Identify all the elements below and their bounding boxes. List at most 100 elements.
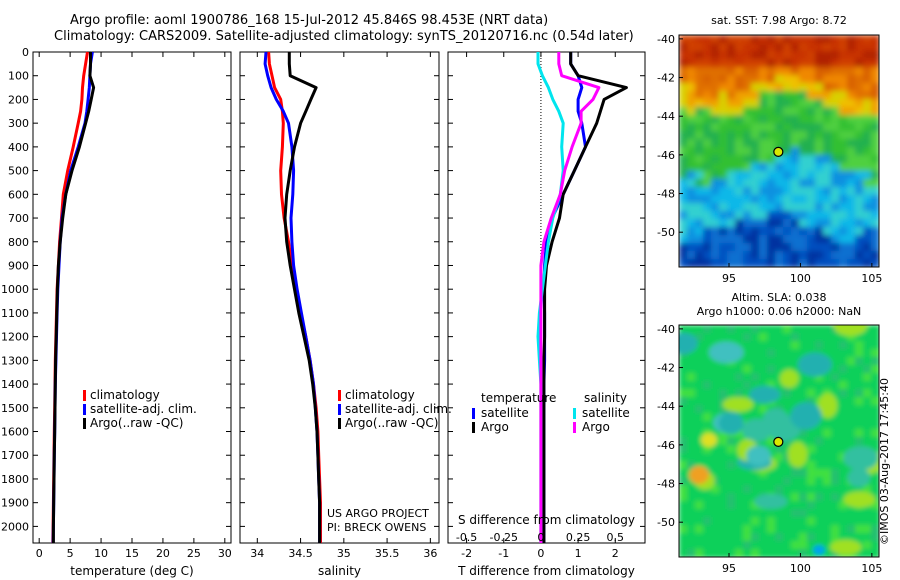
legend-swatch	[472, 422, 475, 433]
salinity-series-3	[283, 52, 322, 543]
y-tick-label: -42	[657, 72, 675, 85]
legend-label: satellite-adj. clim.	[90, 402, 197, 416]
profile-panel-3: -2 -1 0 1 2 -0.5 -0.25 0 0.25 0.5 S difference fro…	[447, 51, 646, 578]
argo-position-marker	[773, 436, 784, 447]
y-tick-label: 1400	[1, 378, 29, 391]
y-tick-label: 1500	[1, 402, 29, 415]
y-tick-label: -50	[657, 226, 675, 239]
x-tick-label: 15	[125, 547, 139, 560]
x-tick-label: 0	[537, 547, 544, 560]
sla-field-blur	[679, 325, 879, 557]
y-tick-label: 500	[8, 165, 29, 178]
legend-label: climatology	[345, 388, 415, 402]
top-axis-label: S difference from climatology	[458, 513, 635, 527]
y-tick-label: 900	[8, 259, 29, 272]
x-tick-label: 34.5	[288, 547, 313, 560]
y-tick-label: 1800	[1, 473, 29, 486]
legend-swatch	[573, 408, 576, 419]
x-tick-label: 105	[861, 272, 882, 285]
salinity-tick-label: 0.25	[566, 531, 591, 544]
figure-title-line-1: Argo profile: aoml 1900786_168 15-Jul-20…	[70, 13, 549, 28]
y-tick-label: -48	[657, 478, 675, 491]
x-tick-label: 25	[187, 547, 201, 560]
x-axis-label: salinity	[318, 564, 361, 578]
y-tick-label: 1000	[1, 283, 29, 296]
x-tick-label: 20	[156, 547, 170, 560]
difference-series-salinity-4	[539, 52, 601, 543]
y-tick-label: 600	[8, 188, 29, 201]
legend-swatch	[573, 422, 576, 433]
legend-swatch	[472, 408, 475, 419]
legend-label: Argo	[481, 420, 509, 434]
x-tick-label: -1	[498, 547, 509, 560]
x-tick-label: 100	[790, 562, 811, 575]
y-tick-label: -44	[657, 110, 675, 123]
sst-field-blur	[679, 35, 879, 267]
legend-title: temperature	[481, 391, 556, 405]
salinity-tick-label: 0	[537, 531, 544, 544]
argo-position-marker	[773, 146, 784, 157]
y-tick-label: 1600	[1, 426, 29, 439]
imos-stamp: ©IMOS 03-Aug-2017 17:45:40	[878, 378, 891, 545]
sla-map-title-line: Argo h1000: 0.06 h2000: NaN	[697, 305, 862, 318]
sst-map-title: sat. SST: 7.98 Argo: 8.72	[711, 14, 847, 27]
legend-label: satellite-adj. clim.	[345, 402, 452, 416]
x-tick-label: 30	[218, 547, 232, 560]
sla-map: 95 100 105 -40 -42 -44 -46 -48 -50 Altim. SLA: 0.…	[657, 291, 882, 575]
y-tick-label: 0	[22, 46, 29, 59]
y-tick-label: 200	[8, 93, 29, 106]
x-tick-label: 0	[36, 547, 43, 560]
sst-field	[679, 35, 879, 267]
sst-map: 95 100 105 -40 -42 -44 -46 -48 -50 sat. SST: 7.98…	[657, 14, 882, 285]
map-frame	[678, 324, 880, 558]
y-tick-label: -44	[657, 400, 675, 413]
profile-panel-1: 0 5 10 15 20 25 300100200300400500600700800900…	[1, 46, 232, 578]
x-tick-label: 34	[250, 547, 264, 560]
x-tick-label: 36	[423, 547, 437, 560]
y-tick-label: -40	[657, 323, 675, 336]
salinity-series-2	[263, 51, 322, 543]
legend-label: climatology	[90, 388, 160, 402]
credits-project: US ARGO PROJECT	[327, 507, 429, 520]
difference-series-temperature-2	[542, 52, 628, 543]
x-tick-label: 95	[722, 562, 736, 575]
x-tick-label: 5	[67, 547, 74, 560]
x-axis-label: temperature (deg C)	[70, 564, 193, 578]
y-tick-label: 1700	[1, 449, 29, 462]
y-tick-label: 1100	[1, 307, 29, 320]
credits-pi: PI: BRECK OWENS	[327, 521, 427, 534]
x-tick-label: 105	[861, 562, 882, 575]
y-tick-label: 2000	[1, 520, 29, 533]
x-tick-label: 10	[94, 547, 108, 560]
x-tick-label: 95	[722, 272, 736, 285]
y-tick-label: 800	[8, 236, 29, 249]
legend-label: Argo	[582, 420, 610, 434]
map-frame	[678, 34, 880, 268]
legend-label: satellite	[481, 406, 529, 420]
y-tick-label: -40	[657, 33, 675, 46]
sla-map-title-line: Altim. SLA: 0.038	[731, 291, 826, 304]
x-tick-label: 100	[790, 272, 811, 285]
y-tick-label: 1900	[1, 497, 29, 510]
salinity-tick-label: 0.5	[607, 531, 625, 544]
y-tick-label: -50	[657, 516, 675, 529]
y-tick-label: 300	[8, 117, 29, 130]
x-tick-label: -2	[461, 547, 472, 560]
temperature-series-3	[51, 52, 96, 543]
y-tick-label: -46	[657, 149, 675, 162]
axes-box	[32, 51, 232, 544]
y-tick-label: 100	[8, 70, 29, 83]
y-tick-label: 1200	[1, 331, 29, 344]
legend-label: Argo(..raw -QC)	[90, 416, 183, 430]
sla-field	[679, 325, 879, 557]
legend-swatch	[83, 404, 86, 415]
y-tick-label: -46	[657, 439, 675, 452]
x-tick-label: 35	[337, 547, 351, 560]
profile-panel-2: 34 34.5 35 35.5 36 salinity climatologysatelli…	[239, 51, 452, 578]
legend-swatch	[83, 418, 86, 429]
axes-box	[447, 51, 646, 544]
axes-box	[239, 51, 440, 544]
x-tick-label: 1	[575, 547, 582, 560]
legend-label: satellite	[582, 406, 630, 420]
